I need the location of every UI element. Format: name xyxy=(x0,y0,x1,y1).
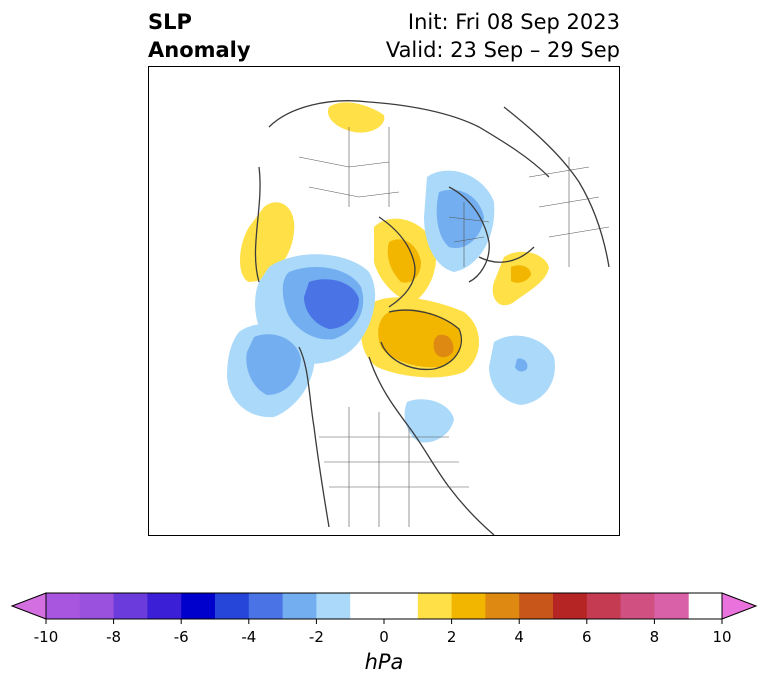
anomaly-gulf-alaska-low-core xyxy=(304,279,359,329)
map-frame xyxy=(148,66,620,536)
colorbar-tick-label: 2 xyxy=(446,628,457,646)
colorbar-under-extension xyxy=(10,592,47,620)
colorbar-bin-4 xyxy=(181,593,216,619)
anomaly-europe-high xyxy=(328,102,385,133)
colorbar-tick-label: 4 xyxy=(514,628,524,646)
colorbar-bin-6 xyxy=(248,593,284,619)
title-variable: SLP xyxy=(148,10,192,34)
colorbar-bin-15 xyxy=(586,593,622,619)
colorbar-bin-5 xyxy=(215,593,250,619)
colorbar-tick-label: 0 xyxy=(379,628,389,646)
colorbar-tick-label: 8 xyxy=(649,628,660,646)
anomaly-kamchatka-high-core xyxy=(511,265,531,283)
valid-range: Valid: 23 Sep – 29 Sep xyxy=(385,38,620,62)
init-date: Init: Fri 08 Sep 2023 xyxy=(407,10,620,34)
title-right: Init: Fri 08 Sep 2023 Valid: 23 Sep – 29… xyxy=(386,8,620,64)
colorbar-bin-14 xyxy=(553,593,588,619)
colorbar-bin-10 xyxy=(417,593,453,619)
colorbar-bin-12 xyxy=(485,593,520,619)
anomaly-arctic-high-core xyxy=(387,239,421,283)
anomaly-siberia-low-core xyxy=(436,189,484,249)
colorbar-unit: hPa xyxy=(364,650,404,674)
colorbar-over-extension xyxy=(721,592,758,620)
title-left: SLP Anomaly xyxy=(148,8,251,64)
colorbar-ticks xyxy=(45,619,723,624)
colorbar-bin-7 xyxy=(282,593,317,619)
colorbar-bin-2 xyxy=(113,593,148,619)
coastlines xyxy=(254,100,610,535)
colorbar-tick-label: -10 xyxy=(33,628,59,646)
anomaly-greenland-high-max xyxy=(433,334,454,358)
colorbar-tick-label: -8 xyxy=(106,628,122,646)
title-field: Anomaly xyxy=(148,38,251,62)
anomaly-eastern-canada-low xyxy=(404,399,454,443)
colorbar-bin-1 xyxy=(79,593,115,619)
colorbar-bins xyxy=(46,593,689,619)
colorbar-tick-label: -2 xyxy=(308,628,324,646)
colorbar-tick-label: 6 xyxy=(582,628,592,646)
colorbar-bin-13 xyxy=(519,593,554,619)
colorbar-tick-label: 10 xyxy=(712,628,732,646)
anomaly-atlantic-low-core xyxy=(515,358,528,372)
colorbar-bin-0 xyxy=(46,593,81,619)
colorbar-bin-17 xyxy=(654,593,689,619)
colorbar-tick-label: -4 xyxy=(241,628,257,646)
colorbar-bin-3 xyxy=(147,593,182,619)
colorbar-tick-label: -6 xyxy=(173,628,189,646)
map xyxy=(227,100,610,535)
colorbar-bin-8 xyxy=(316,593,351,619)
colorbar xyxy=(10,592,758,624)
borders xyxy=(298,127,610,527)
anomaly-fields xyxy=(227,102,555,443)
colorbar-bin-11 xyxy=(451,593,486,619)
colorbar-bin-9 xyxy=(350,593,419,619)
colorbar-bin-16 xyxy=(620,593,655,619)
anomaly-north-pacific-low-core xyxy=(246,334,301,395)
